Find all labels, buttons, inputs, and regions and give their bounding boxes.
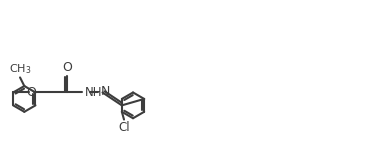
- Text: O: O: [26, 86, 36, 99]
- Text: Cl: Cl: [118, 121, 130, 134]
- Text: CH$_3$: CH$_3$: [9, 62, 31, 76]
- Text: N: N: [101, 85, 111, 98]
- Text: NH: NH: [85, 86, 102, 99]
- Text: O: O: [62, 61, 72, 74]
